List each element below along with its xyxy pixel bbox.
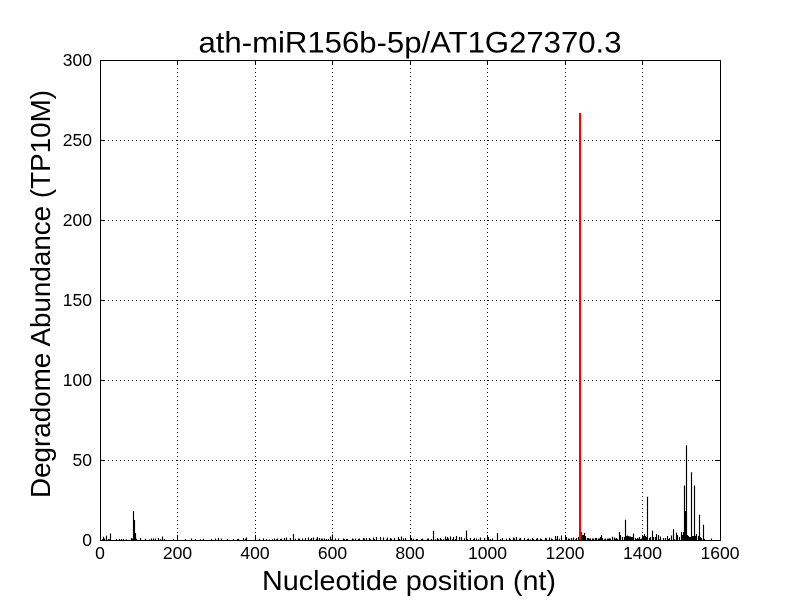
svg-text:800: 800	[395, 543, 424, 563]
svg-text:600: 600	[318, 543, 347, 563]
svg-text:ath-miR156b-5p/AT1G27370.3: ath-miR156b-5p/AT1G27370.3	[199, 27, 622, 60]
svg-text:250: 250	[63, 130, 92, 150]
svg-text:0: 0	[82, 530, 92, 550]
svg-text:200: 200	[63, 210, 92, 230]
svg-text:150: 150	[63, 290, 92, 310]
svg-text:400: 400	[240, 543, 269, 563]
svg-text:Nucleotide position (nt): Nucleotide position (nt)	[262, 565, 556, 596]
svg-text:300: 300	[63, 50, 92, 70]
svg-text:1200: 1200	[546, 543, 585, 563]
svg-text:Degradome Abundance (TP10M): Degradome Abundance (TP10M)	[25, 90, 56, 498]
svg-text:50: 50	[73, 450, 93, 470]
svg-text:200: 200	[163, 543, 192, 563]
svg-text:0: 0	[95, 543, 105, 563]
svg-text:1400: 1400	[623, 543, 662, 563]
svg-text:1000: 1000	[468, 543, 507, 563]
svg-text:1600: 1600	[701, 543, 740, 563]
svg-text:100: 100	[63, 370, 92, 390]
